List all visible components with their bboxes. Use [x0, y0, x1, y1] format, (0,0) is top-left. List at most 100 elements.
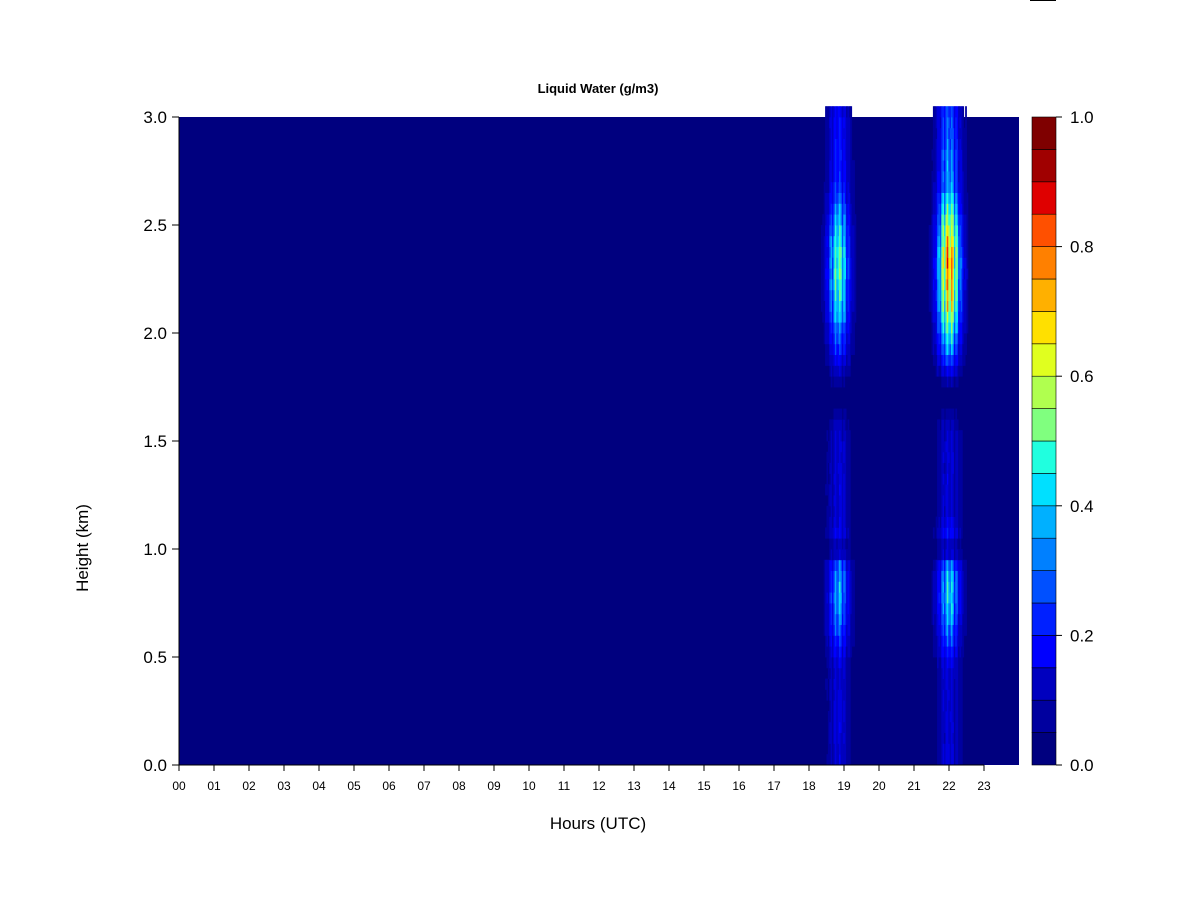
- heatmap-cell: [836, 171, 839, 183]
- heatmap-cell: [948, 257, 951, 269]
- heatmap-cell: [948, 192, 951, 204]
- heatmap-cell: [832, 570, 834, 582]
- heatmap-cell: [951, 667, 953, 679]
- heatmap-cell: [958, 743, 960, 755]
- heatmap-cell: [837, 225, 840, 237]
- heatmap-cell: [941, 160, 944, 172]
- heatmap-cell: [946, 246, 949, 258]
- heatmap-cell: [839, 268, 841, 280]
- x-tick-label: 18: [802, 779, 816, 793]
- heatmap-cell: [847, 203, 850, 215]
- heatmap-cell: [959, 678, 962, 690]
- heatmap-cell: [840, 408, 843, 420]
- heatmap-cell: [951, 711, 953, 723]
- heatmap-cell: [951, 322, 953, 334]
- heatmap-cell: [848, 333, 851, 345]
- heatmap-cell: [846, 495, 848, 507]
- heatmap-cell: [949, 192, 952, 204]
- heatmap-cell: [827, 333, 830, 345]
- heatmap-cell: [843, 516, 846, 528]
- heatmap-cell: [941, 376, 944, 388]
- heatmap-cell: [848, 430, 851, 442]
- heatmap-cell: [955, 603, 958, 615]
- heatmap-cell: [930, 289, 932, 301]
- heatmap-cell: [945, 354, 948, 366]
- heatmap-cell: [948, 754, 951, 766]
- heatmap-cell: [826, 635, 829, 647]
- heatmap-cell: [841, 667, 844, 679]
- heatmap-cell: [939, 246, 942, 258]
- heatmap-cell: [953, 527, 956, 539]
- heatmap-cell: [949, 484, 952, 496]
- heatmap-cell: [956, 484, 959, 496]
- heatmap-cell: [833, 408, 836, 420]
- heatmap-cell: [847, 322, 850, 334]
- heatmap-cell: [946, 711, 949, 723]
- heatmap-cell: [829, 462, 832, 474]
- heatmap-cell: [960, 592, 963, 604]
- heatmap-cell: [942, 127, 945, 139]
- heatmap-cell: [944, 495, 946, 507]
- heatmap-cell: [937, 667, 939, 679]
- heatmap-cell: [955, 192, 958, 204]
- heatmap-cell: [944, 689, 946, 701]
- heatmap-cell: [944, 646, 946, 658]
- heatmap-cell: [837, 192, 840, 204]
- heatmap-cell: [953, 300, 956, 312]
- heatmap-cell: [931, 613, 934, 625]
- heatmap-cell: [938, 516, 941, 528]
- heatmap-cell: [937, 333, 939, 345]
- heatmap-cell: [962, 225, 965, 237]
- heatmap-cell: [942, 279, 945, 291]
- heatmap-cell: [963, 322, 966, 334]
- heatmap-cell: [829, 721, 832, 733]
- heatmap-cell: [826, 322, 829, 334]
- heatmap-cell: [846, 300, 848, 312]
- heatmap-cell: [948, 732, 951, 744]
- heatmap-cell: [839, 127, 841, 139]
- heatmap-cell: [938, 570, 941, 582]
- heatmap-cell: [833, 603, 836, 615]
- heatmap-cell: [960, 333, 963, 345]
- heatmap-cell: [949, 657, 952, 669]
- heatmap-cell: [960, 732, 963, 744]
- heatmap-cell: [827, 127, 830, 139]
- heatmap-cell: [951, 527, 953, 539]
- heatmap-cell: [938, 235, 941, 247]
- heatmap-cell: [846, 667, 848, 679]
- heatmap-cell: [836, 527, 839, 539]
- heatmap-cell: [840, 624, 843, 636]
- heatmap-cell: [853, 268, 855, 280]
- heatmap-cell: [941, 527, 944, 539]
- heatmap-cell: [956, 268, 959, 280]
- heatmap-cell: [843, 289, 846, 301]
- heatmap-cell: [963, 268, 966, 280]
- heatmap-cell: [935, 613, 938, 625]
- heatmap-cell: [948, 300, 951, 312]
- heatmap-cell: [832, 419, 834, 431]
- heatmap-cell: [965, 333, 967, 345]
- heatmap-cell: [941, 570, 944, 582]
- heatmap-cell: [848, 646, 851, 658]
- heatmap-cell: [941, 549, 944, 561]
- heatmap-cell: [955, 311, 958, 323]
- heatmap-cell: [833, 441, 836, 453]
- heatmap-cell: [945, 592, 948, 604]
- heatmap-cell: [840, 214, 843, 226]
- heatmap-cell: [837, 365, 840, 377]
- heatmap-cell: [827, 289, 830, 301]
- heatmap-cell: [945, 516, 948, 528]
- heatmap-cell: [820, 300, 823, 312]
- heatmap-cell: [830, 441, 833, 453]
- heatmap-cell: [955, 203, 958, 215]
- heatmap-cell: [956, 441, 959, 453]
- heatmap-cell: [960, 495, 963, 507]
- heatmap-cell: [830, 311, 833, 323]
- heatmap-cell: [832, 160, 834, 172]
- heatmap-cell: [946, 300, 949, 312]
- heatmap-cell: [939, 365, 942, 377]
- heatmap-cell: [837, 451, 840, 463]
- heatmap-cell: [843, 451, 846, 463]
- heatmap-cell: [833, 462, 836, 474]
- heatmap-cell: [944, 117, 946, 129]
